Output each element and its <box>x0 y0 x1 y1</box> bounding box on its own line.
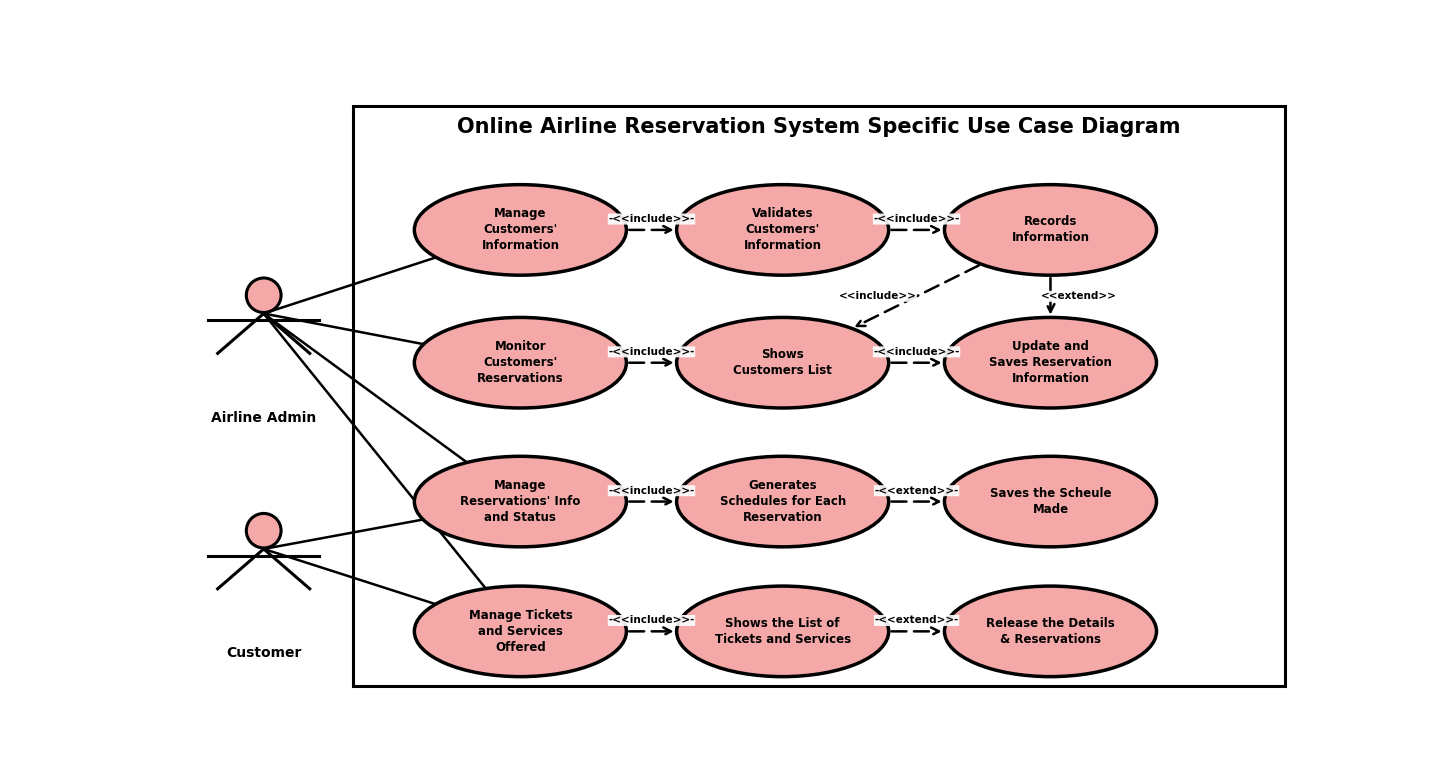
Text: Shows the List of
Tickets and Services: Shows the List of Tickets and Services <box>714 617 851 646</box>
Text: Manage
Reservations' Info
and Status: Manage Reservations' Info and Status <box>461 479 580 524</box>
Ellipse shape <box>945 586 1156 677</box>
Text: Airline Admin: Airline Admin <box>212 411 317 425</box>
Text: -<<include>>-: -<<include>>- <box>608 347 694 357</box>
Ellipse shape <box>415 185 626 275</box>
Text: Online Airline Reservation System Specific Use Case Diagram: Online Airline Reservation System Specif… <box>456 118 1181 137</box>
Text: -<<include>>-: -<<include>>- <box>608 486 694 495</box>
Text: Release the Details
& Reservations: Release the Details & Reservations <box>986 617 1115 646</box>
Ellipse shape <box>677 456 888 547</box>
Ellipse shape <box>945 456 1156 547</box>
Text: -<<extend>>-: -<<extend>>- <box>874 615 959 626</box>
Ellipse shape <box>677 586 888 677</box>
Text: Manage Tickets
and Services
Offered: Manage Tickets and Services Offered <box>468 609 572 654</box>
Text: Shows
Customers List: Shows Customers List <box>733 348 832 377</box>
Text: Records
Information: Records Information <box>1011 216 1090 245</box>
Text: Monitor
Customers'
Reservations: Monitor Customers' Reservations <box>477 340 563 385</box>
Text: -<<extend>>-: -<<extend>>- <box>874 486 959 495</box>
Ellipse shape <box>246 278 281 313</box>
Text: Update and
Saves Reservation
Information: Update and Saves Reservation Information <box>989 340 1112 385</box>
Ellipse shape <box>677 185 888 275</box>
Ellipse shape <box>945 185 1156 275</box>
Text: Saves the Scheule
Made: Saves the Scheule Made <box>989 487 1112 516</box>
Ellipse shape <box>415 456 626 547</box>
Text: Customer: Customer <box>226 647 301 660</box>
Text: Manage
Customers'
Information: Manage Customers' Information <box>481 208 559 252</box>
Bar <box>353 106 1284 686</box>
Text: -<<include>>-: -<<include>>- <box>608 615 694 626</box>
Ellipse shape <box>415 318 626 408</box>
Ellipse shape <box>246 514 281 548</box>
Text: Generates
Schedules for Each
Reservation: Generates Schedules for Each Reservation <box>720 479 845 524</box>
Ellipse shape <box>415 586 626 677</box>
Ellipse shape <box>945 318 1156 408</box>
Text: -<<include>>-: -<<include>>- <box>608 214 694 224</box>
Ellipse shape <box>677 318 888 408</box>
Text: <<include>>: <<include>> <box>838 292 916 301</box>
Text: -<<include>>-: -<<include>>- <box>874 214 959 224</box>
Text: -<<include>>-: -<<include>>- <box>874 347 959 357</box>
Text: <<extend>>: <<extend>> <box>1041 292 1116 301</box>
Text: Validates
Customers'
Information: Validates Customers' Information <box>743 208 822 252</box>
